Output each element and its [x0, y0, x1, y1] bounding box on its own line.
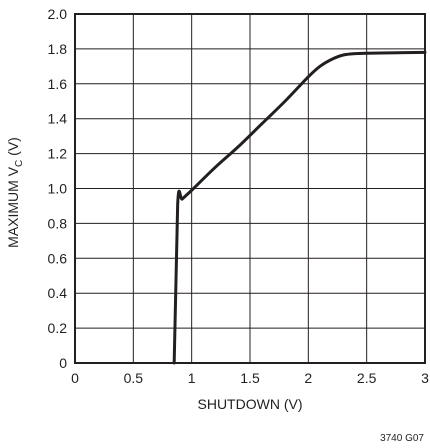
y-axis-title: MAXIMUM VC (V) — [5, 137, 25, 248]
x-tick-label: 1.5 — [240, 370, 260, 386]
y-tick-label: 0.6 — [48, 250, 68, 266]
y-tick-label: 1.0 — [48, 181, 68, 197]
y-tick-label: 0.4 — [48, 285, 68, 301]
y-axis-title-main: MAXIMUM V — [5, 166, 21, 248]
y-axis-title-subscript: C — [14, 160, 25, 167]
y-tick-label: 0.8 — [48, 215, 68, 231]
x-tick-label: 1 — [188, 370, 196, 386]
y-tick-label: 1.2 — [48, 146, 68, 162]
y-tick-label: 0.2 — [48, 320, 68, 336]
x-tick-labels: 0 0.5 1 1.5 2 2.5 3 — [71, 370, 429, 386]
series-line — [172, 50, 427, 365]
y-tick-label: 1.8 — [48, 41, 68, 57]
x-tick-label: 3 — [421, 370, 429, 386]
x-axis-title: SHUTDOWN (V) — [198, 396, 303, 412]
x-tick-label: 2.5 — [357, 370, 377, 386]
y-tick-label: 2.0 — [48, 6, 68, 22]
y-tick-label: 0 — [59, 355, 67, 371]
plot-frame — [74, 13, 426, 364]
x-tick-label: 0.5 — [124, 370, 144, 386]
x-tick-label: 2 — [304, 370, 312, 386]
grid-lines — [75, 14, 425, 363]
figure-id: 3740 G07 — [380, 433, 424, 444]
y-tick-label: 1.6 — [48, 76, 68, 92]
y-axis-title-unit: (V) — [5, 137, 21, 160]
y-tick-labels: 0 0.2 0.4 0.6 0.8 1.0 1.2 1.4 1.6 1.8 2.0 — [48, 6, 68, 371]
y-tick-label: 1.4 — [48, 111, 68, 127]
x-tick-label: 0 — [71, 370, 79, 386]
